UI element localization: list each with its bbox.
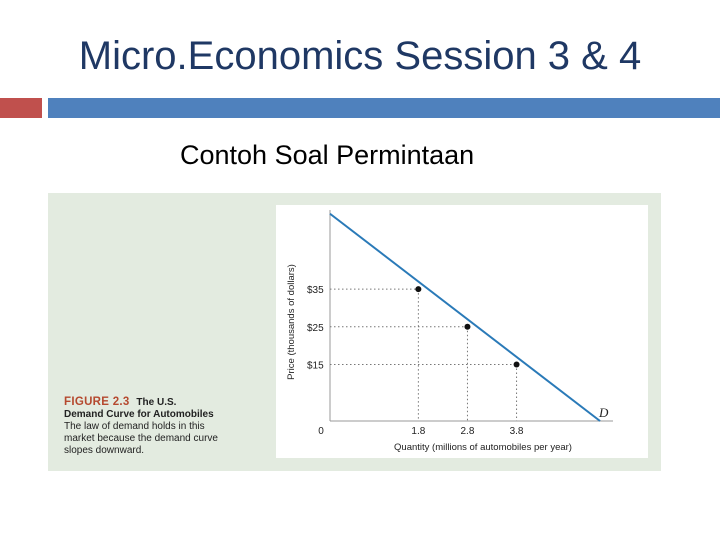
curve-label: D [598, 405, 609, 420]
slide-subtitle: Contoh Soal Permintaan [180, 140, 475, 170]
figure-caption: FIGURE 2.3 The U.S. Demand Curve for Aut… [64, 396, 264, 457]
accent-bar-blue [48, 98, 720, 118]
caption-line: slopes downward. [64, 445, 145, 456]
x-tick-label: 3.8 [510, 426, 524, 437]
origin-label: 0 [318, 426, 324, 437]
y-tick-label: $35 [307, 285, 324, 296]
slide-title: Micro.Economics Session 3 & 4 [78, 34, 642, 78]
data-point [415, 286, 422, 293]
y-axis-title: Price (thousands of dollars) [286, 264, 297, 380]
plot-card [276, 205, 648, 458]
y-tick-label: $25 [307, 323, 324, 334]
figure-title: The U.S. [136, 397, 177, 408]
data-point [513, 361, 520, 368]
caption-line: The law of demand holds in this [64, 421, 205, 432]
accent-bar-red [0, 98, 42, 118]
figure-number: FIGURE 2.3 [64, 396, 130, 408]
x-axis-title: Quantity (millions of automobiles per ye… [394, 442, 572, 453]
data-point [464, 323, 471, 330]
demand-curve [329, 212, 601, 422]
x-tick-label: 2.8 [461, 426, 475, 437]
caption-line: market because the demand curve [64, 433, 218, 444]
y-tick-label: $15 [307, 360, 324, 371]
figure-subtitle: Demand Curve for Automobiles [64, 409, 214, 420]
x-tick-label: 1.8 [411, 426, 425, 437]
